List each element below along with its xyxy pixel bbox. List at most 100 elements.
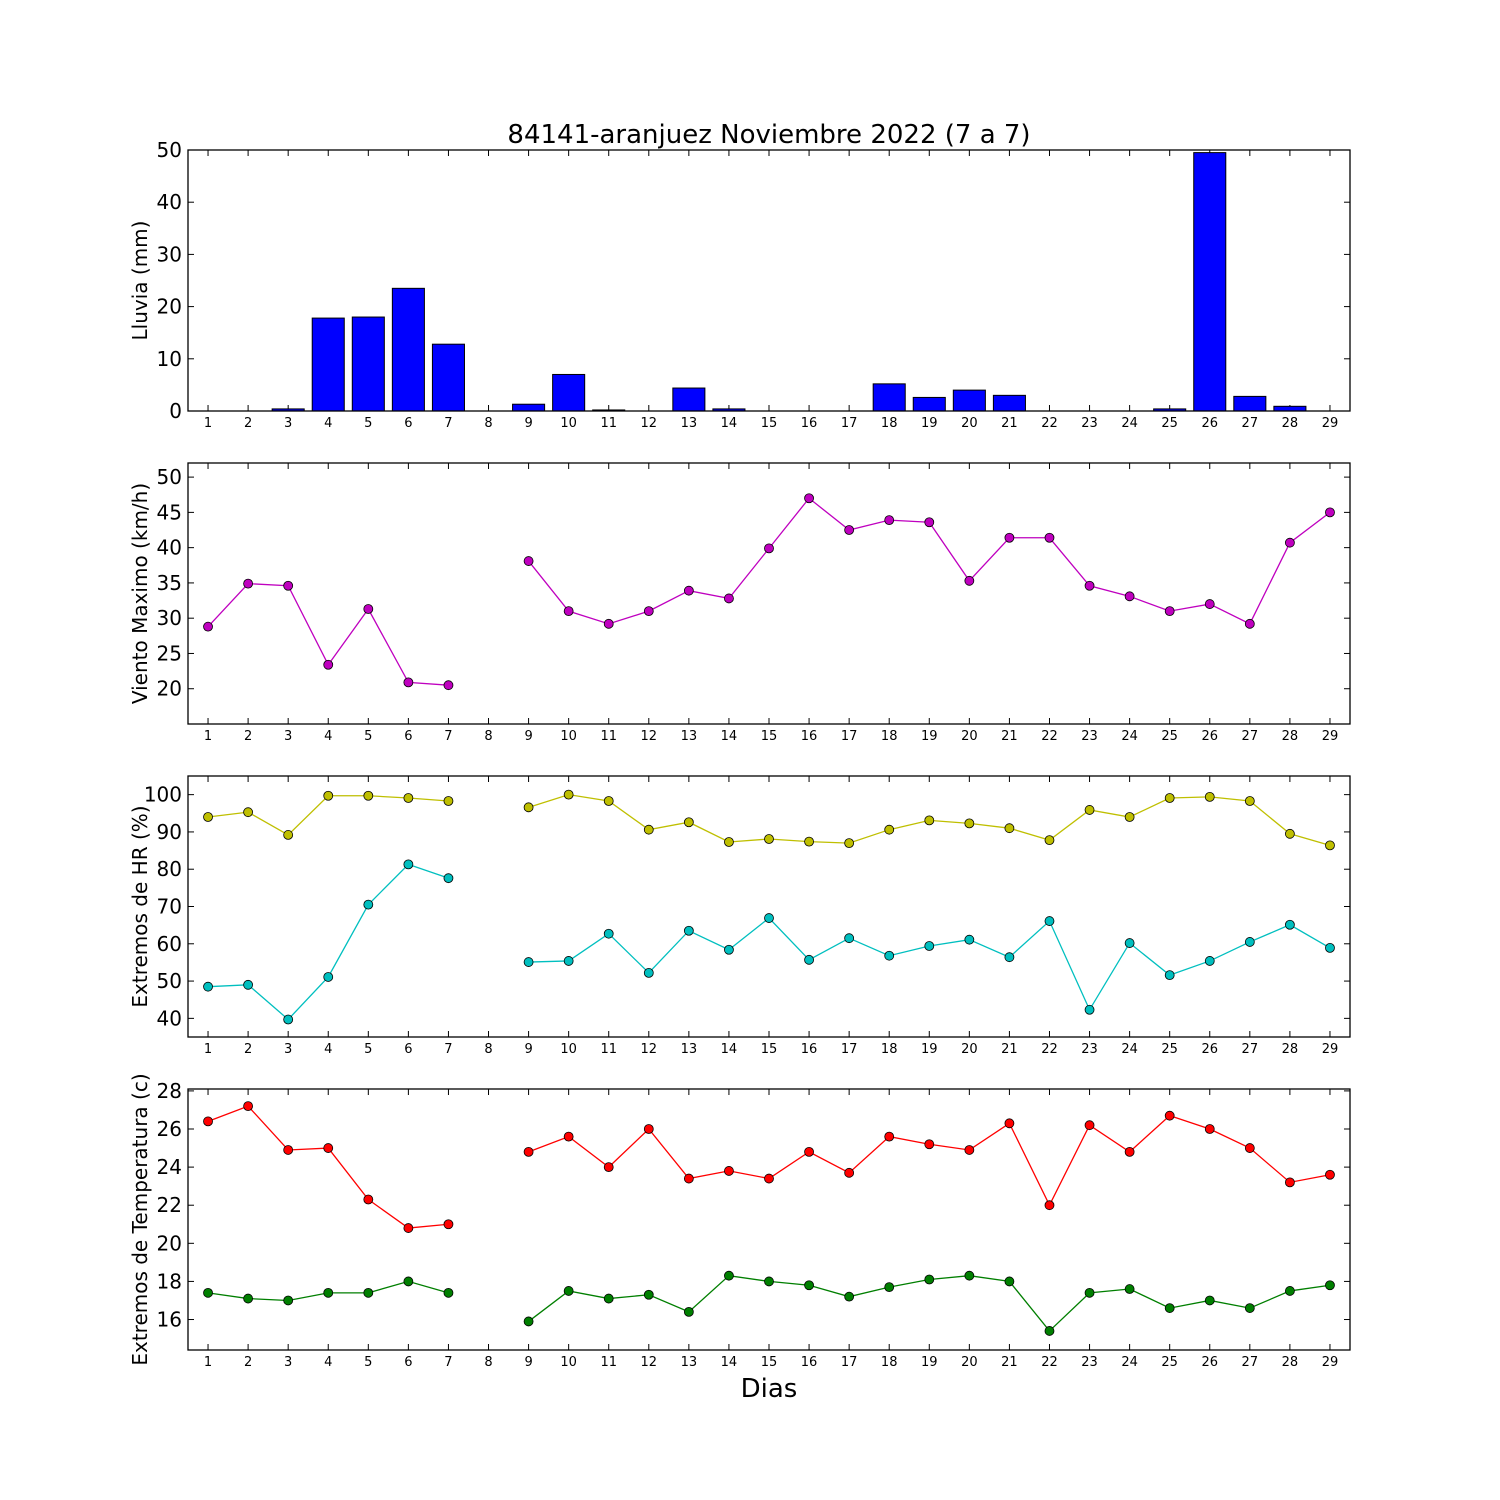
- figure-title: 84141-aranjuez Noviembre 2022 (7 a 7): [507, 120, 1030, 150]
- x-tick-label: 4: [324, 416, 332, 431]
- x-tick-label: 10: [560, 416, 577, 431]
- data-point: [724, 944, 734, 955]
- data-point: [403, 859, 414, 870]
- data-point: [964, 575, 975, 586]
- x-tick-label: 14: [721, 729, 738, 744]
- data-point: [1204, 1124, 1215, 1134]
- x-tick-label: 19: [921, 416, 938, 431]
- data-point: [243, 979, 254, 990]
- data-point: [924, 941, 935, 951]
- data-point: [243, 1293, 254, 1304]
- data-point: [283, 830, 294, 840]
- x-tick-label: 17: [841, 1042, 858, 1057]
- y-tick-label: 45: [157, 500, 182, 524]
- data-point: [964, 1270, 975, 1281]
- data-point: [1244, 1303, 1255, 1313]
- data-point: [1284, 1177, 1295, 1188]
- data-point: [443, 796, 454, 806]
- data-point: [1325, 840, 1335, 851]
- x-tick-label: 9: [524, 729, 532, 744]
- x-tick-label: 2: [244, 729, 252, 744]
- y-tick-label: 28: [157, 1079, 182, 1103]
- data-point: [443, 1219, 454, 1230]
- x-tick-label: 21: [1001, 1355, 1018, 1370]
- data-point: [1244, 1143, 1255, 1153]
- x-tick-label: 10: [560, 729, 577, 744]
- x-tick-label: 29: [1322, 1355, 1339, 1370]
- x-tick-label: 17: [841, 1355, 858, 1370]
- data-point: [523, 1146, 534, 1157]
- data-point: [724, 837, 734, 847]
- data-point: [1284, 828, 1295, 839]
- y-axis-label: Extremos de HR (%): [128, 805, 152, 1007]
- y-tick-label: 30: [157, 606, 182, 630]
- data-point: [603, 796, 614, 806]
- x-tick-label: 16: [801, 729, 818, 744]
- data-point: [924, 1274, 935, 1285]
- data-point: [443, 1287, 454, 1298]
- x-tick-label: 7: [444, 1355, 452, 1370]
- x-tick-label: 7: [444, 729, 452, 744]
- bar: [431, 343, 465, 412]
- data-point: [1244, 796, 1255, 806]
- data-point: [683, 925, 694, 936]
- data-point: [924, 1139, 935, 1150]
- data-point: [523, 957, 534, 967]
- x-tick-label: 21: [1001, 729, 1018, 744]
- y-tick-label: 40: [157, 1006, 182, 1030]
- y-tick-label: 35: [157, 571, 182, 595]
- x-tick-label: 17: [841, 416, 858, 431]
- data-point: [283, 580, 294, 591]
- data-point: [764, 1173, 774, 1184]
- data-point: [1164, 1303, 1175, 1313]
- data-point: [203, 1116, 213, 1127]
- data-point: [403, 793, 414, 803]
- data-point: [1204, 956, 1215, 966]
- data-point: [884, 1131, 895, 1142]
- x-tick-label: 5: [364, 416, 372, 431]
- y-tick-label: 50: [157, 465, 182, 489]
- data-point: [443, 873, 454, 884]
- x-tick-label: 27: [1242, 416, 1259, 431]
- data-point: [563, 1131, 574, 1142]
- x-tick-label: 27: [1242, 1355, 1259, 1370]
- x-tick-label: 18: [881, 1042, 898, 1057]
- x-tick-label: 22: [1041, 416, 1058, 431]
- data-point: [884, 824, 895, 835]
- data-point: [964, 818, 975, 829]
- data-point: [243, 578, 254, 589]
- x-tick-label: 16: [801, 416, 818, 431]
- y-tick-label: 20: [157, 295, 182, 319]
- data-point: [964, 1145, 975, 1155]
- x-tick-label: 23: [1081, 416, 1098, 431]
- y-tick-label: 80: [157, 857, 182, 881]
- bar: [1193, 152, 1227, 412]
- bar: [672, 387, 706, 412]
- data-point: [1124, 812, 1135, 822]
- data-point: [804, 954, 814, 965]
- y-axis-label: Lluvia (mm): [128, 221, 152, 341]
- x-tick-label: 2: [244, 1042, 252, 1057]
- x-tick-label: 15: [761, 729, 778, 744]
- data-point: [844, 933, 855, 944]
- data-point: [724, 1166, 734, 1176]
- y-tick-label: 40: [157, 190, 182, 214]
- plot-frame: [187, 1088, 1351, 1351]
- x-tick-label: 3: [284, 1355, 292, 1370]
- data-point: [403, 677, 414, 688]
- y-tick-label: 22: [157, 1193, 182, 1217]
- bar: [311, 317, 345, 412]
- data-point: [844, 838, 855, 849]
- x-tick-label: 24: [1121, 1042, 1138, 1057]
- data-point: [764, 1276, 774, 1287]
- x-tick-label: 26: [1201, 729, 1218, 744]
- x-tick-label: 12: [641, 1042, 658, 1057]
- x-tick-label: 7: [444, 416, 452, 431]
- x-tick-label: 1: [204, 416, 212, 431]
- x-tick-label: 19: [921, 1355, 938, 1370]
- x-tick-label: 22: [1041, 729, 1058, 744]
- bar: [952, 389, 986, 412]
- x-tick-label: 28: [1282, 1355, 1299, 1370]
